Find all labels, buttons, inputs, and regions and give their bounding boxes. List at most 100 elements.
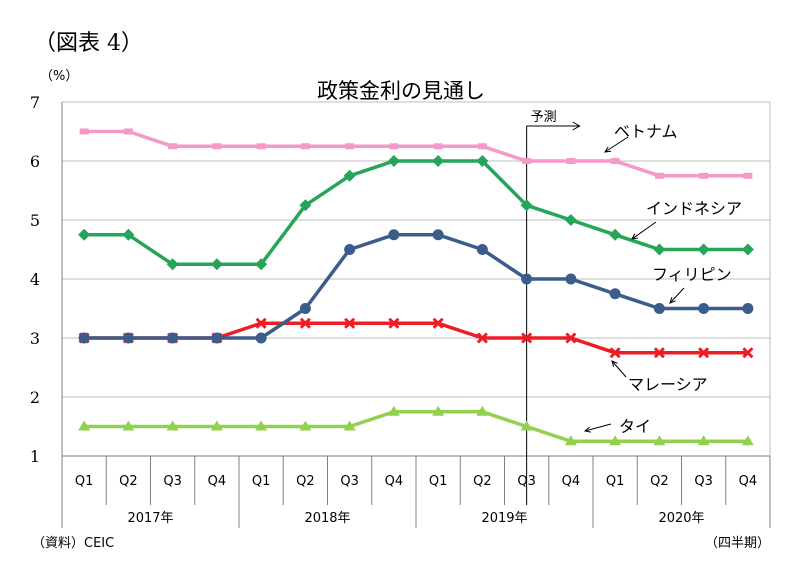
data-point	[388, 229, 400, 241]
y-axis-ticks: 1 2 3 4 5 6 7	[30, 93, 40, 466]
data-point	[255, 258, 268, 271]
data-point	[742, 347, 754, 359]
data-point	[299, 303, 311, 314]
year-label: 2017年	[127, 511, 173, 526]
y-tick-label: 1	[30, 447, 40, 466]
y-tick-label: 3	[30, 329, 40, 348]
data-point	[299, 317, 311, 329]
year-label: 2020年	[658, 511, 704, 526]
data-point	[343, 420, 356, 431]
y-tick-label: 5	[30, 211, 40, 230]
series-label: インドネシア	[646, 199, 742, 218]
y-tick-label: 4	[30, 270, 40, 289]
data-point	[344, 317, 356, 329]
data-point	[299, 199, 312, 212]
forecast-marker: 予測	[526, 110, 581, 505]
x-tick-label: Q3	[163, 474, 182, 489]
data-point	[476, 155, 489, 167]
data-point	[477, 143, 487, 150]
label-arrow-head	[604, 146, 612, 153]
data-point	[122, 332, 134, 344]
data-point	[255, 332, 267, 344]
data-point	[697, 243, 710, 256]
series-2	[78, 155, 754, 271]
x-tick-label: Q4	[562, 474, 581, 489]
data-point	[255, 317, 267, 329]
data-point	[609, 288, 621, 300]
data-point	[344, 244, 356, 255]
data-point	[609, 228, 622, 241]
data-point	[741, 435, 754, 446]
data-point	[522, 158, 532, 164]
data-point	[166, 258, 179, 271]
x-tick-label: Q1	[429, 474, 448, 489]
y-tick-label: 7	[30, 93, 40, 112]
data-point	[300, 143, 310, 150]
label-arrow-line	[604, 136, 629, 153]
data-point	[432, 155, 445, 167]
data-point	[256, 143, 266, 150]
series-label: ベトナム	[614, 122, 678, 141]
label-arrow-head	[631, 233, 638, 240]
series-line	[84, 129, 748, 178]
data-point	[343, 169, 356, 182]
series-3	[78, 229, 754, 344]
x-tick-label: Q1	[75, 474, 94, 489]
series-line	[84, 159, 748, 267]
series-label: タイ	[619, 417, 651, 436]
data-point	[520, 420, 533, 431]
x-tick-label: Q2	[119, 474, 138, 489]
data-point	[388, 317, 400, 329]
data-point	[389, 143, 399, 150]
data-point	[521, 332, 533, 344]
data-point	[78, 420, 91, 431]
data-point	[345, 143, 355, 150]
data-point	[432, 405, 445, 416]
y-tick-label: 2	[30, 388, 40, 407]
data-point	[476, 244, 488, 255]
data-point	[698, 303, 710, 314]
data-point	[653, 435, 666, 446]
forecast-arrow-head	[572, 121, 581, 131]
data-point	[432, 229, 444, 241]
data-point	[432, 317, 444, 329]
data-point	[564, 214, 577, 226]
data-point	[211, 332, 223, 344]
label-arrow-head	[611, 360, 618, 367]
data-point	[742, 303, 754, 314]
label-arrow-head	[669, 297, 676, 304]
unit-label: （%）	[40, 69, 78, 84]
data-point	[387, 155, 400, 167]
data-point	[166, 420, 179, 431]
data-point	[697, 435, 710, 446]
data-point	[167, 332, 179, 344]
data-point	[476, 405, 489, 416]
data-point	[520, 199, 533, 212]
series-label: マレーシア	[628, 375, 708, 394]
data-point	[78, 332, 90, 344]
data-point	[565, 273, 577, 285]
data-point	[122, 420, 135, 431]
y-tick-label: 6	[30, 152, 40, 171]
series-1	[79, 128, 753, 179]
label-arrow-line	[669, 287, 685, 304]
data-point	[699, 172, 709, 179]
data-point	[210, 420, 223, 431]
data-point	[433, 143, 443, 150]
data-point	[255, 420, 268, 431]
data-point	[168, 143, 178, 150]
data-point	[564, 435, 577, 446]
x-tick-label: Q4	[385, 474, 404, 489]
period-note: （四半期）	[705, 536, 770, 551]
x-tick-label: Q2	[296, 474, 315, 489]
data-point	[609, 347, 621, 359]
data-point	[653, 303, 665, 314]
x-tick-label: Q3	[340, 474, 359, 489]
data-point	[299, 420, 312, 431]
data-point	[476, 332, 488, 344]
x-tick-label: Q4	[739, 474, 758, 489]
figure-label: （図表 4）	[34, 31, 143, 56]
data-point	[653, 243, 666, 256]
